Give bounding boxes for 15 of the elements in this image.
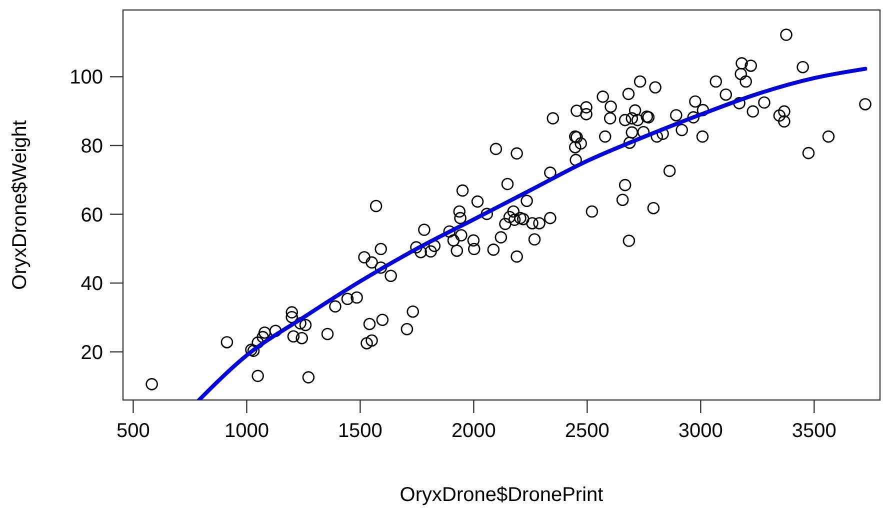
y-tick-label: 100 bbox=[70, 66, 103, 89]
x-tick-label: 3500 bbox=[792, 420, 836, 442]
y-tick-label: 80 bbox=[80, 136, 103, 158]
y-tick-label: 60 bbox=[80, 204, 103, 226]
x-axis-title: OryxDrone$DronePrint bbox=[400, 484, 604, 506]
x-tick-label: 2000 bbox=[451, 420, 496, 442]
line-series bbox=[197, 66, 868, 400]
x-tick-label: 1000 bbox=[224, 420, 269, 442]
x-tick-label: 2500 bbox=[564, 420, 610, 442]
x-tick-label: 1500 bbox=[338, 420, 382, 442]
x-tick-label: 500 bbox=[116, 420, 150, 442]
y-axis-title: OryxDrone$Weight bbox=[9, 120, 31, 290]
x-tick-label: 3000 bbox=[678, 420, 723, 442]
y-tick-label: 40 bbox=[80, 273, 103, 296]
y-tick-label: 20 bbox=[80, 342, 103, 364]
